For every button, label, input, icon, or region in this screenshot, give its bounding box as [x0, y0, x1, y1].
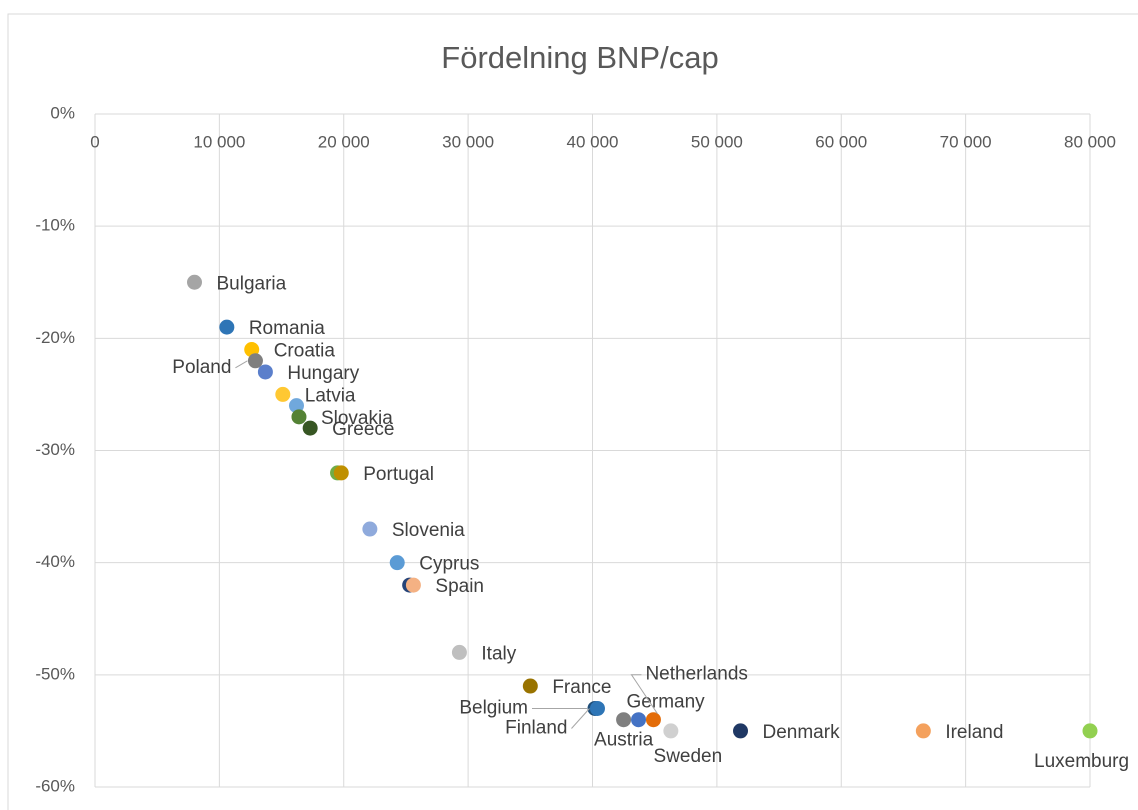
point — [589, 700, 605, 716]
point — [219, 319, 235, 335]
leader-line — [630, 674, 658, 714]
y-tick-label: -20% — [35, 328, 75, 347]
chart-title: Fördelning BNP/cap — [441, 40, 718, 75]
point-label: Romania — [249, 318, 325, 339]
leader-line — [571, 708, 590, 729]
x-tick-label: 50 000 — [691, 132, 743, 151]
point — [288, 398, 304, 414]
point-label: Belgium — [459, 697, 528, 718]
point-label: Netherlands — [645, 664, 747, 685]
point — [187, 274, 202, 290]
x-tick-label: 20 000 — [318, 132, 370, 151]
y-tick-label: -30% — [35, 440, 75, 459]
point-label: Sweden — [654, 746, 723, 767]
point-label: Spain — [435, 576, 484, 597]
point-label: Greece — [332, 419, 394, 440]
point — [522, 678, 538, 694]
y-tick-label: -40% — [35, 552, 75, 571]
y-tick-label: -60% — [35, 776, 75, 795]
x-tick-label: 60 000 — [815, 132, 867, 151]
point — [1082, 723, 1098, 739]
x-tick-label: 70 000 — [940, 132, 992, 151]
point — [333, 465, 349, 481]
point — [645, 712, 661, 728]
y-tick-label: -10% — [35, 216, 75, 235]
point-label: Finland — [505, 717, 567, 738]
point-label: Cyprus — [419, 554, 479, 575]
point — [362, 521, 378, 537]
point — [663, 723, 679, 739]
point-label: Portugal — [363, 464, 434, 485]
point — [257, 364, 273, 380]
point-label: Ireland — [945, 722, 1003, 743]
x-tick-label: 0 — [90, 132, 99, 151]
point-label: Slovenia — [392, 520, 465, 541]
point-label: Slovakia — [321, 408, 393, 429]
point-label: France — [552, 677, 611, 698]
point-label: Poland — [172, 357, 231, 378]
point — [247, 353, 263, 369]
leader-line — [235, 360, 248, 369]
point-label: Denmark — [763, 722, 841, 743]
point — [616, 712, 632, 728]
point-label: Hungary — [287, 363, 359, 384]
point — [733, 723, 749, 739]
x-tick-label: 40 000 — [567, 132, 619, 151]
point-label: Croatia — [274, 341, 336, 362]
y-tick-label: -50% — [35, 664, 75, 683]
y-tick-label: 0% — [50, 103, 75, 122]
point — [291, 409, 307, 425]
x-tick-label: 10 000 — [193, 132, 245, 151]
point — [915, 723, 931, 739]
point — [389, 555, 405, 571]
point-label: Italy — [481, 643, 516, 664]
chart-border — [7, 13, 1138, 810]
point-label: Austria — [594, 730, 654, 751]
point-label: Luxemburg — [1034, 751, 1129, 772]
point — [631, 712, 647, 728]
x-tick-label: 30 000 — [442, 132, 494, 151]
x-tick-label: 80 000 — [1064, 132, 1116, 151]
point — [275, 386, 291, 402]
point — [451, 644, 467, 660]
point — [302, 420, 318, 436]
point-label: Germany — [627, 692, 706, 713]
point — [405, 577, 421, 593]
point-label: Latvia — [305, 385, 356, 406]
point-label: Bulgaria — [217, 273, 287, 294]
